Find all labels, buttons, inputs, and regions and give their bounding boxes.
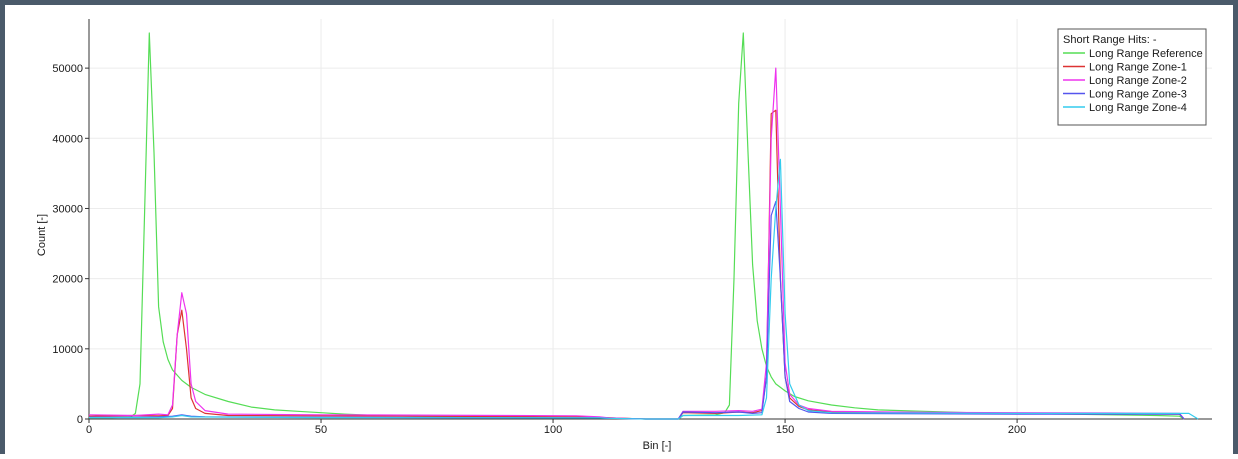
grid [89, 19, 1212, 419]
legend-entry-3: Long Range Zone-2 [1089, 75, 1187, 87]
legend-entry-4: Long Range Zone-3 [1089, 89, 1187, 101]
legend-entry-5: Long Range Zone-4 [1089, 102, 1187, 114]
series-line-3 [88, 67, 1185, 420]
series-line-4 [89, 200, 1185, 420]
line-chart: 0 50 100 150 200 0 10000 20000 30000 40000 50000 B… [36, 19, 1212, 452]
x-tick-label: 200 [1008, 424, 1026, 436]
y-tick-label: 0 [77, 414, 83, 426]
legend-box [1057, 28, 1207, 126]
legend: Short Range Hits: - Long Range Reference… [1057, 28, 1207, 126]
x-axis-title: Bin [-] [643, 440, 672, 452]
x-tick-label: 0 [86, 424, 92, 436]
legend-entry-2: Long Range Zone-1 [1089, 62, 1187, 74]
x-tick-label: 150 [776, 424, 794, 436]
x-tick-label: 50 [315, 424, 327, 436]
y-axis-title: Count [-] [36, 214, 48, 256]
series-line-1 [89, 32, 1185, 420]
legend-title: Short Range Hits: - [1063, 34, 1157, 46]
y-tick-label: 40000 [52, 133, 83, 145]
x-tick-label: 100 [544, 424, 562, 436]
tick-labels: 0 50 100 150 200 0 10000 20000 30000 40000 50000 [52, 63, 1026, 436]
y-tick-label: 20000 [52, 274, 83, 286]
legend-entry-1: Long Range Reference [1089, 48, 1203, 60]
y-tick-label: 30000 [52, 203, 83, 215]
series-line-5 [89, 158, 1199, 420]
y-tick-label: 50000 [52, 63, 83, 75]
series-line-2 [88, 109, 1185, 420]
y-tick-label: 10000 [52, 344, 83, 356]
axes [85, 19, 1212, 423]
series-lines [88, 32, 1199, 420]
